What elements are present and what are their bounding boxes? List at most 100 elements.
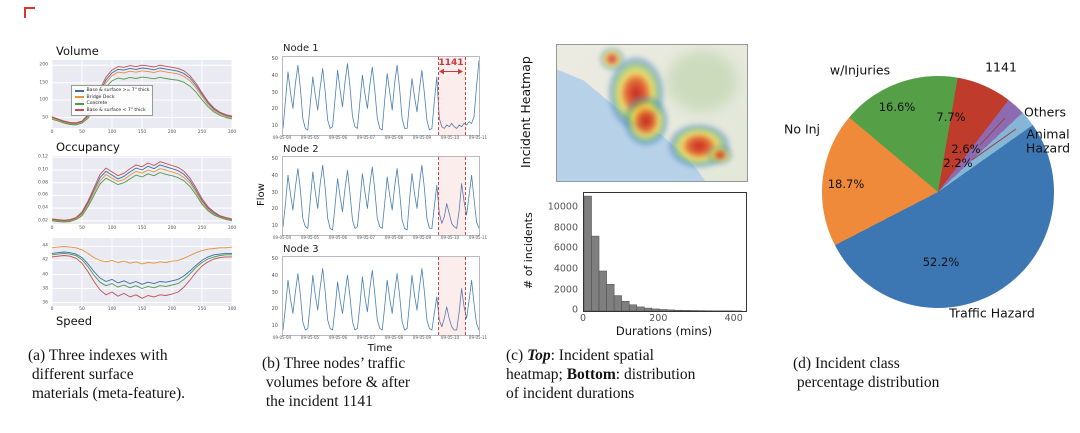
caption-c-mid: : Incident spatial heatmap;	[506, 347, 654, 384]
pie-leader-lines	[971, 117, 1017, 161]
tick-label: 4000	[553, 263, 578, 275]
chart-title-volume: Volume	[56, 44, 99, 58]
pie-pct-no-inj: 18.7%	[827, 177, 865, 191]
node1-plot: 1141	[282, 56, 480, 136]
node3-plot	[282, 256, 480, 336]
legend-label: Base & surface < 7" thick	[86, 107, 146, 113]
legend-swatch	[75, 109, 84, 111]
node2-line-chart	[282, 157, 480, 235]
tick-label: 150	[137, 226, 147, 231]
tick-label: 10	[271, 322, 278, 329]
tick-label: 09-05-07	[356, 135, 376, 140]
durations-histogram	[583, 193, 746, 312]
histogram-y-ticks: 0 2000 4000 6000 8000 10000	[540, 192, 580, 316]
caption-c-prefix: (c)	[506, 347, 528, 364]
histogram-x-axis-label: Durations (mins)	[615, 324, 713, 338]
tick-label: 09-05-06	[328, 335, 348, 340]
node3-x-ticks: 09-05-04 09-05-05 09-05-06 09-05-07 09-05-08…	[273, 335, 487, 342]
tick-label: 09-05-08	[384, 235, 404, 240]
legend-entry: Concrete	[75, 101, 149, 106]
tick-label: 50	[42, 115, 48, 120]
tick-label: 0.02	[37, 218, 48, 224]
tick-label: 09-05-11	[468, 235, 488, 240]
tick-label: 0	[579, 313, 587, 324]
tick-label: 09-05-05	[300, 235, 320, 240]
speed-line-chart	[51, 238, 233, 306]
tick-label: 30	[271, 189, 278, 196]
tick-label: 09-05-04	[272, 335, 292, 340]
speed-plot	[51, 238, 233, 306]
legend-label: Base & surface >= 7" thick	[86, 88, 150, 93]
legend-swatch	[75, 89, 84, 92]
node3-line-chart	[282, 257, 480, 335]
tick-label: 150	[137, 307, 147, 312]
time-axis-label: Time	[367, 343, 393, 354]
tick-label: 0	[50, 307, 54, 312]
tick-label: 50	[271, 56, 278, 63]
tick-label: 10	[271, 222, 278, 229]
chart-title-speed: Speed	[56, 314, 93, 328]
pie-label-animal-hazard: Animal Hazard	[1025, 126, 1071, 155]
tick-label: 09-05-07	[356, 235, 376, 240]
tick-label: 40	[271, 272, 278, 279]
heat-blob	[707, 145, 733, 165]
legend-entry: Base & surface >= 7" thick	[75, 88, 149, 93]
tick-label: 09-05-10	[440, 335, 460, 340]
tick-label: 150	[39, 80, 48, 86]
tick-label: 09-05-04	[272, 235, 292, 240]
pie-label-no-inj: No Inj	[783, 121, 821, 137]
incident-band	[437, 257, 467, 335]
incident-id-label: 1141	[438, 58, 464, 68]
legend-swatch	[75, 102, 84, 105]
histogram-y-axis-label: # of incidents	[522, 212, 535, 290]
heat-blob	[623, 95, 669, 147]
tick-label: 09-05-06	[328, 135, 348, 140]
pie-label-traffic-hazard: Traffic Hazard	[949, 305, 1035, 321]
tick-label: 36	[42, 300, 48, 305]
incident-band	[437, 157, 467, 235]
node2-x-ticks: 09-05-04 09-05-05 09-05-06 09-05-07 09-05-08…	[273, 235, 487, 242]
tick-label: 20	[271, 106, 278, 113]
tick-label: 09-05-09	[412, 235, 432, 240]
tick-label: 42	[42, 257, 48, 263]
legend-label: Concrete	[86, 101, 108, 106]
pie-label-w-injuries: w/Injuries	[829, 62, 891, 78]
pie-pct-traffic-hazard: 52.2%	[922, 255, 960, 269]
volume-legend: Base & surface >= 7" thick Bridge Deck Con…	[71, 85, 154, 116]
tick-label: 300	[227, 226, 237, 231]
tick-label: 09-05-04	[272, 135, 292, 140]
tick-label: 09-05-07	[356, 335, 376, 340]
legend-entry: Base & surface < 7" thick	[75, 108, 149, 113]
node1-line-chart	[282, 57, 480, 135]
tick-label: 100	[107, 130, 117, 135]
legend-swatch	[75, 96, 84, 98]
durations-histogram-plot	[583, 192, 747, 312]
tick-label: 0.12	[37, 154, 48, 160]
occupancy-x-ticks: 0 50 100 150 200 250 300	[51, 226, 237, 234]
speed-y-ticks: 36 38 40 42 44	[26, 238, 50, 306]
tick-label: 50	[271, 256, 278, 263]
occupancy-plot	[51, 156, 233, 224]
tick-label: 100	[39, 97, 48, 103]
tick-label: 200	[167, 307, 177, 312]
tick-label: 09-05-10	[440, 235, 460, 240]
tick-label: 0.08	[37, 180, 48, 186]
caption-c-rest: : distribution of incident durations	[506, 366, 696, 403]
tick-label: 09-05-09	[412, 335, 432, 340]
california-heatmap-map	[556, 44, 748, 182]
chart-title-occupancy: Occupancy	[56, 140, 120, 154]
tick-label: 44	[42, 243, 48, 249]
incident-class-pie	[822, 76, 1054, 308]
pie-pct-1141: 7.7%	[936, 110, 966, 124]
tick-label: 2000	[553, 284, 578, 295]
tick-label: 200	[649, 313, 668, 324]
tick-label: 150	[137, 130, 147, 135]
tick-label: 10	[271, 122, 278, 129]
occupancy-y-ticks: 0.02 0.04 0.06 0.08 0.10 0.12	[22, 154, 50, 224]
legend-label: Bridge Deck	[86, 94, 115, 100]
tick-label: 09-05-06	[328, 235, 348, 240]
tick-label: 09-05-05	[300, 335, 320, 340]
caption-d: (d) Incident class percentage distributi…	[793, 355, 940, 392]
tick-label: 50	[79, 226, 85, 231]
